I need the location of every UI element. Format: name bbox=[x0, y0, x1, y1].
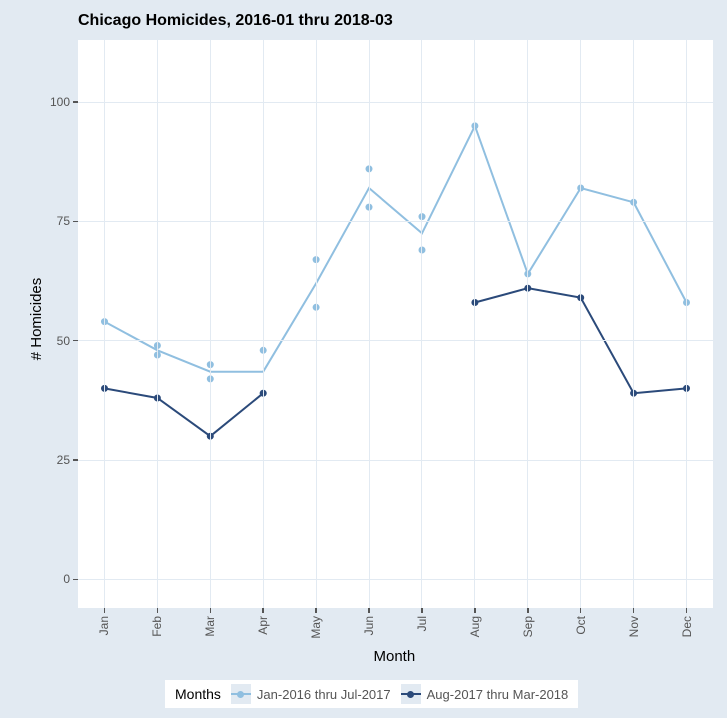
grid-line-x bbox=[633, 40, 634, 608]
x-tick-mark bbox=[527, 608, 529, 613]
x-tick-label: Apr bbox=[256, 616, 270, 635]
chart-title: Chicago Homicides, 2016-01 thru 2018-03 bbox=[78, 12, 393, 30]
x-tick-mark bbox=[474, 608, 476, 613]
grid-line-x bbox=[263, 40, 264, 608]
y-tick-mark bbox=[73, 340, 78, 342]
x-tick-mark bbox=[580, 608, 582, 613]
x-tick-label: Dec bbox=[680, 616, 694, 637]
grid-line-x bbox=[421, 40, 422, 608]
grid-line-x bbox=[316, 40, 317, 608]
y-tick-label: 50 bbox=[57, 334, 70, 348]
x-tick-label: Nov bbox=[627, 616, 641, 637]
legend-key bbox=[401, 684, 421, 704]
grid-line-x bbox=[580, 40, 581, 608]
x-tick-label: Aug bbox=[468, 616, 482, 637]
y-tick-label: 75 bbox=[57, 214, 70, 228]
grid-line-x bbox=[210, 40, 211, 608]
x-tick-label: Jun bbox=[362, 616, 376, 635]
x-tick-mark bbox=[315, 608, 317, 613]
x-tick-label: Jan bbox=[97, 616, 111, 635]
x-tick-mark bbox=[421, 608, 423, 613]
x-tick-mark bbox=[262, 608, 264, 613]
legend-title: Months bbox=[175, 686, 221, 702]
grid-line-y bbox=[78, 221, 713, 222]
x-tick-label: Sep bbox=[521, 616, 535, 637]
legend-item: Aug-2017 thru Mar-2018 bbox=[401, 684, 569, 704]
y-tick-mark bbox=[73, 221, 78, 223]
grid-line-x bbox=[686, 40, 687, 608]
legend: Months Jan-2016 thru Jul-2017 Aug-2017 th… bbox=[165, 680, 578, 708]
legend-label: Jan-2016 thru Jul-2017 bbox=[257, 687, 391, 702]
x-tick-label: Feb bbox=[150, 616, 164, 637]
x-tick-mark bbox=[633, 608, 635, 613]
y-tick-label: 0 bbox=[63, 572, 70, 586]
plot-area bbox=[78, 40, 713, 608]
legend-label: Aug-2017 thru Mar-2018 bbox=[427, 687, 569, 702]
grid-line-x bbox=[157, 40, 158, 608]
legend-item: Jan-2016 thru Jul-2017 bbox=[231, 684, 391, 704]
x-tick-label: Mar bbox=[203, 616, 217, 637]
grid-line-x bbox=[369, 40, 370, 608]
x-tick-mark bbox=[368, 608, 370, 613]
y-tick-mark bbox=[73, 579, 78, 581]
legend-key bbox=[231, 684, 251, 704]
x-tick-label: May bbox=[309, 616, 323, 639]
y-axis-title: # Homicides bbox=[28, 269, 45, 369]
grid-line-y bbox=[78, 102, 713, 103]
grid-line-y bbox=[78, 340, 713, 341]
y-tick-mark bbox=[73, 101, 78, 103]
grid-line-x bbox=[527, 40, 528, 608]
y-tick-label: 100 bbox=[50, 95, 70, 109]
grid-line-y bbox=[78, 460, 713, 461]
x-tick-mark bbox=[157, 608, 159, 613]
x-tick-label: Jul bbox=[415, 616, 429, 631]
x-tick-label: Oct bbox=[574, 616, 588, 635]
chart-container: Chicago Homicides, 2016-01 thru 2018-03 … bbox=[0, 0, 727, 718]
x-tick-mark bbox=[104, 608, 106, 613]
x-tick-mark bbox=[686, 608, 688, 613]
grid-line-y bbox=[78, 579, 713, 580]
y-tick-label: 25 bbox=[57, 453, 70, 467]
x-axis-title: Month bbox=[374, 648, 416, 665]
y-tick-mark bbox=[73, 459, 78, 461]
grid-line-x bbox=[474, 40, 475, 608]
grid-line-x bbox=[104, 40, 105, 608]
x-tick-mark bbox=[210, 608, 212, 613]
